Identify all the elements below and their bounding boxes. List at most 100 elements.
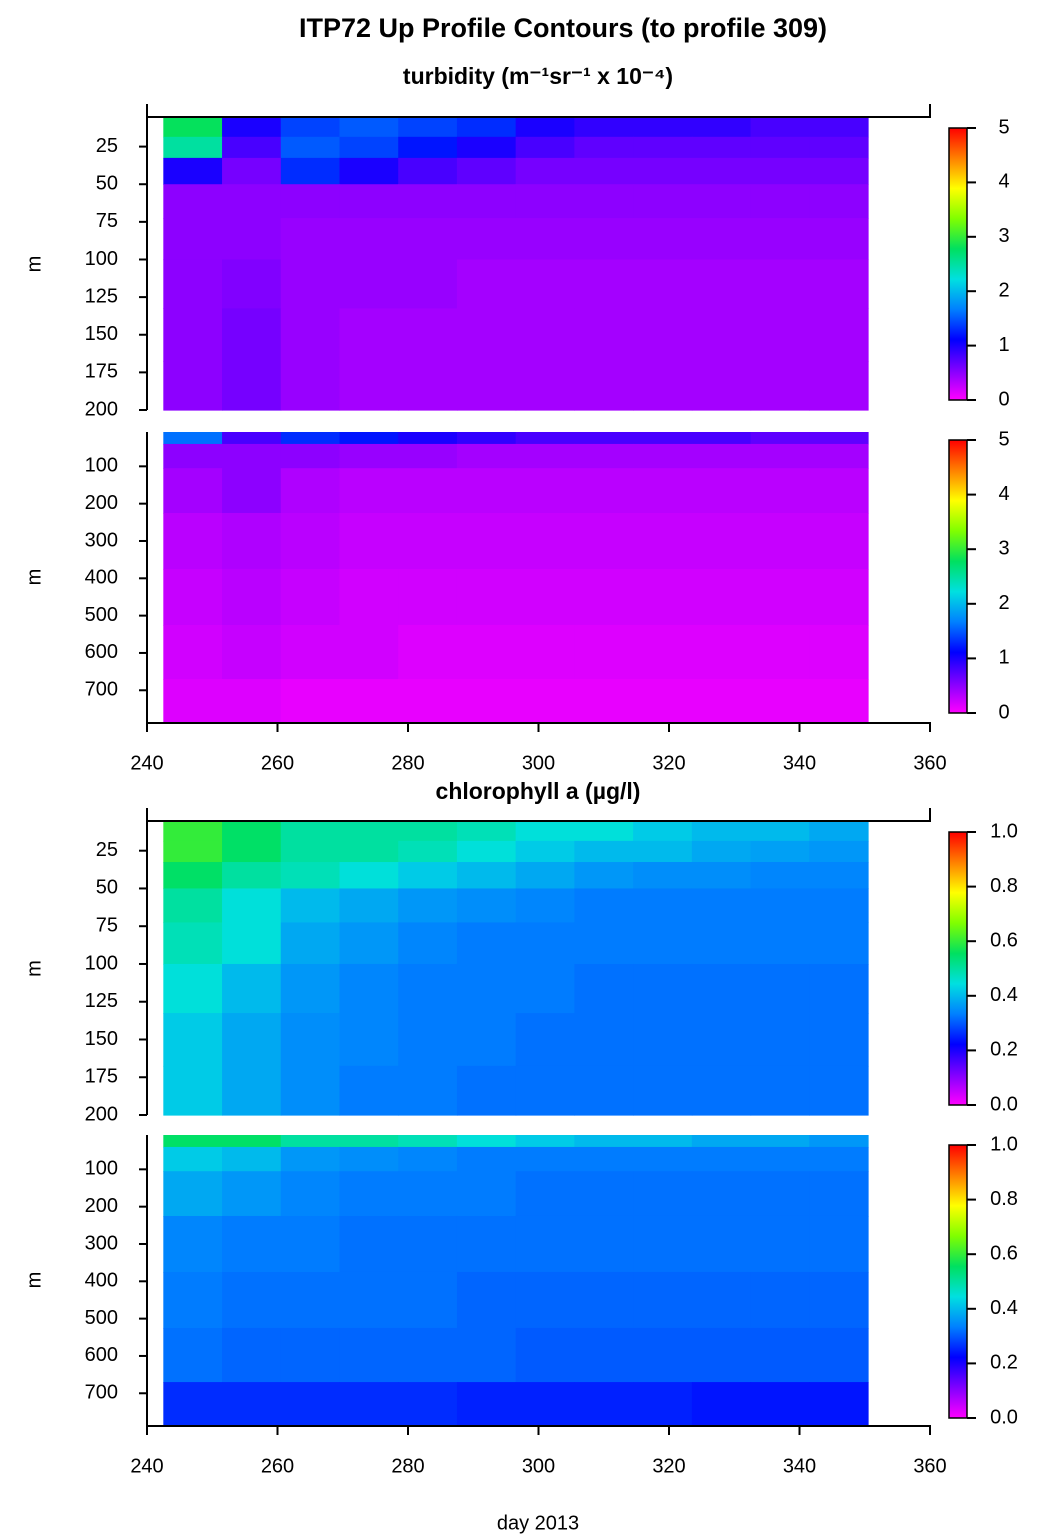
heat-cell xyxy=(398,468,458,514)
heat-cell xyxy=(456,136,517,159)
heat-cell xyxy=(398,259,458,310)
x-tick-label: 300 xyxy=(522,1455,555,1477)
y-axis-label: m xyxy=(23,960,45,977)
colorbar-tick-label: 2 xyxy=(998,592,1009,614)
heat-cell xyxy=(809,840,869,863)
heat-cell xyxy=(574,862,634,890)
heat-cell xyxy=(280,259,341,310)
heat-cell xyxy=(691,1146,752,1172)
heat-cell xyxy=(750,118,810,138)
heat-cell xyxy=(456,432,517,445)
heat-cell xyxy=(163,1271,223,1329)
heat-cell xyxy=(515,1382,575,1426)
heat-cell xyxy=(456,1215,517,1273)
y-tick-label: 150 xyxy=(85,1028,118,1050)
heat-cell xyxy=(515,468,575,514)
heat-cell xyxy=(574,1146,634,1172)
heat-cell xyxy=(515,1135,575,1148)
heat-cell xyxy=(456,1013,517,1067)
x-tick-label: 320 xyxy=(652,752,685,774)
heat-cell xyxy=(456,840,517,863)
heat-cell xyxy=(163,512,223,570)
heat-cell xyxy=(574,468,634,514)
heat-cell xyxy=(222,1171,282,1217)
x-tick-label: 360 xyxy=(913,1455,946,1477)
heat-cell xyxy=(691,184,752,219)
y-tick-label: 125 xyxy=(85,285,118,307)
heat-cell xyxy=(456,308,517,362)
heat-cell xyxy=(809,443,869,469)
heat-cell xyxy=(339,1382,399,1426)
heat-cell xyxy=(163,136,223,159)
heat-cell xyxy=(633,361,693,411)
heat-cell xyxy=(515,361,575,411)
heat-cell xyxy=(456,1327,517,1383)
heat-cell xyxy=(398,157,458,185)
heat-cell xyxy=(280,888,341,924)
heat-cell xyxy=(222,840,282,863)
heat-cell xyxy=(456,1382,517,1426)
heat-cell xyxy=(339,1146,399,1172)
heat-cell xyxy=(163,157,223,185)
heat-cell xyxy=(280,1327,341,1383)
heat-cell xyxy=(222,862,282,890)
heat-cell xyxy=(339,218,399,261)
colorbar-tick-label: 1 xyxy=(998,647,1009,669)
heat-cell xyxy=(750,1327,810,1383)
heat-cell xyxy=(633,1382,693,1426)
heat-cell xyxy=(222,1215,282,1273)
heat-cell xyxy=(691,443,752,469)
y-tick-label: 500 xyxy=(85,1307,118,1329)
heat-cell xyxy=(750,259,810,310)
heat-cell xyxy=(280,361,341,411)
x-tick-label: 340 xyxy=(783,1455,816,1477)
y-tick-label: 175 xyxy=(85,1066,118,1088)
heat-cell xyxy=(398,1146,458,1172)
x-tick-label: 360 xyxy=(913,752,946,774)
heat-cell xyxy=(750,1013,810,1067)
heat-cell xyxy=(280,218,341,261)
heat-cell xyxy=(280,1065,341,1116)
heat-cell xyxy=(633,1327,693,1383)
heat-cell xyxy=(633,568,693,626)
heat-cell xyxy=(574,432,634,445)
heat-cell xyxy=(809,822,869,842)
heat-cell xyxy=(574,1215,634,1273)
y-tick-label: 600 xyxy=(85,641,118,663)
heat-cell xyxy=(280,468,341,514)
heat-cell xyxy=(339,118,399,138)
heat-cell xyxy=(339,1065,399,1116)
heat-cell xyxy=(574,1065,634,1116)
heat-cell xyxy=(280,308,341,362)
heat-cell xyxy=(574,840,634,863)
heat-cell xyxy=(398,1215,458,1273)
heat-cell xyxy=(574,1271,634,1329)
heat-cell xyxy=(809,568,869,626)
heat-cell xyxy=(809,136,869,159)
heat-cell xyxy=(809,963,869,1014)
heat-cell xyxy=(456,157,517,185)
y-tick-label: 75 xyxy=(96,210,118,232)
heat-cell xyxy=(574,443,634,469)
heat-cell xyxy=(750,432,810,445)
heat-cell xyxy=(809,1171,869,1217)
colorbar xyxy=(948,1144,968,1419)
heat-cell xyxy=(222,679,282,723)
heat-cell xyxy=(456,822,517,842)
heat-cell xyxy=(339,259,399,310)
heat-cell xyxy=(163,1215,223,1273)
heat-cell xyxy=(456,1271,517,1329)
heat-cell xyxy=(339,1271,399,1329)
y-tick-label: 500 xyxy=(85,604,118,626)
heat-cell xyxy=(633,259,693,310)
heat-cell xyxy=(398,1065,458,1116)
heat-cell xyxy=(280,432,341,445)
heat-cell xyxy=(456,1171,517,1217)
heat-cell xyxy=(398,218,458,261)
heat-cell xyxy=(515,118,575,138)
heat-cell xyxy=(163,259,223,310)
panel-title: chlorophyll a (µg/l) xyxy=(436,778,641,804)
heat-cell xyxy=(398,888,458,924)
y-tick-label: 125 xyxy=(85,990,118,1012)
